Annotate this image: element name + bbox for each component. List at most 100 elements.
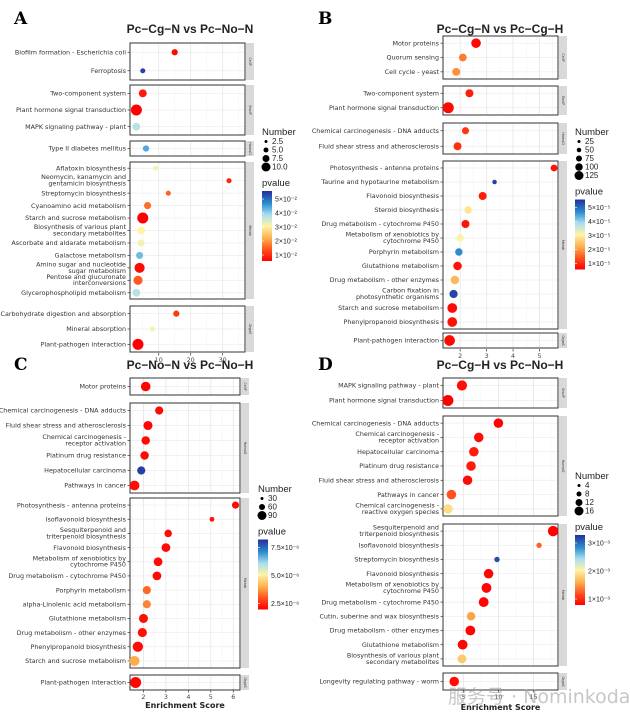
- size-legend-label: 100: [585, 163, 599, 172]
- facet-strip: [241, 498, 249, 668]
- facet-humad: HumaD Chemical carcinogenesis - DNA adduc…: [312, 122, 567, 155]
- size-legend-label: 7.5: [272, 154, 284, 163]
- term-label: Quorum sensing: [387, 54, 439, 62]
- color-bar-label: 3×10⁻³: [588, 541, 610, 548]
- data-point: [458, 53, 467, 62]
- term-label-line: sugar metabolism: [68, 267, 126, 275]
- data-point: [132, 122, 141, 131]
- term-label: Longevity regulating pathway - worm: [319, 678, 439, 686]
- panel-letter: B: [318, 9, 332, 29]
- facet-humad: HumaD Chemical carcinogenesis - DNA adduc…: [312, 415, 567, 517]
- data-point: [152, 571, 162, 581]
- data-point: [450, 275, 460, 285]
- term-label-line: receptor activation: [378, 436, 439, 444]
- term-label: Cyanoamino acid metabolism: [31, 202, 126, 210]
- facet-border: [442, 85, 559, 116]
- facet-background: [130, 403, 240, 493]
- x-tick-label: 3: [164, 693, 168, 701]
- color-legend-title: pvalue: [575, 187, 603, 198]
- facet-strip-label: CellP: [561, 53, 565, 61]
- term-label: Flavonoid biosynthesis: [366, 570, 439, 578]
- size-legend-key: [575, 499, 583, 506]
- data-point: [209, 516, 215, 522]
- data-point: [138, 613, 149, 623]
- facet-border: [442, 122, 559, 155]
- panel-c: C Pc−No−N vs Pc−No−H CellP Motor proteins Hu…: [0, 355, 299, 710]
- facet-strip: [246, 43, 254, 80]
- facet-background: [130, 498, 240, 668]
- term-label: Flavonoid biosynthesis: [53, 544, 126, 552]
- term-label: Pentose and glucuronate interconversions: [46, 273, 126, 287]
- term-label: Chemical carcinogenesis -receptor activa…: [42, 433, 126, 447]
- data-point: [138, 89, 147, 98]
- panel-title: Pc−No−N vs Pc−No−H: [127, 358, 254, 372]
- term-label-line: Chemical carcinogenesis -: [42, 433, 126, 441]
- term-label: Plant hormone signal transduction: [329, 397, 439, 405]
- term-label-line: Sesquiterpenoid and: [60, 526, 126, 534]
- size-legend-key: [263, 147, 269, 153]
- data-point: [464, 206, 472, 214]
- term-label: Metabolism of xenobiotics by cytochrome P…: [346, 580, 440, 594]
- color-bar-label: 7.5×10⁻⁶: [271, 545, 299, 552]
- color-legend-title: pvalue: [575, 522, 603, 533]
- facet-strip: [246, 85, 254, 135]
- data-point: [447, 317, 458, 327]
- data-point: [144, 202, 152, 210]
- size-legend-label: 50: [585, 146, 594, 155]
- facet-strip: [241, 675, 249, 690]
- color-bar-label: 5.0×10⁻⁶: [271, 573, 299, 580]
- term-label-line: Metabolism of xenobiotics by: [33, 554, 127, 562]
- term-label: Drug metabolism - other enzymes: [330, 627, 440, 635]
- term-label: Ferroptosis: [91, 67, 127, 75]
- data-point: [493, 418, 504, 428]
- panel-title: Pc−Cg−N vs Pc−Cg−H: [437, 22, 564, 36]
- data-point: [481, 582, 492, 593]
- watermark: 服务号 · Nominkoda: [448, 686, 630, 708]
- size-legend-key: [261, 162, 271, 172]
- x-tick-label: 3: [485, 352, 489, 360]
- term-label: Plant hormone signal transduction: [329, 104, 439, 112]
- data-point: [494, 556, 500, 563]
- data-point: [449, 289, 458, 299]
- term-label: Drug metabolism - cytochrome P450: [321, 220, 439, 228]
- data-point: [137, 212, 149, 224]
- term-label-line: triterpenoid biosynthesis: [359, 530, 439, 538]
- facet-background: [443, 86, 558, 115]
- panels-layer: A Pc−Cg−N vs Pc−No−N CellP Biofilm formatio…: [0, 9, 610, 712]
- term-label: Type II diabetes mellitus: [48, 145, 127, 153]
- color-bar-label: 5×10⁻²: [275, 197, 297, 204]
- term-label-line: Biosynthesis of various plant: [347, 651, 440, 659]
- facet-border: [442, 377, 559, 409]
- facet-strip: [559, 673, 567, 690]
- size-legend-key: [575, 163, 583, 171]
- term-label: Taurine and hypotaurine metabolism: [320, 178, 439, 186]
- term-label: Plant hormone signal transduction: [16, 106, 126, 114]
- x-tick-label: 4: [186, 693, 190, 701]
- color-bar-label: 1×10⁻³: [588, 597, 610, 604]
- facet-border: [442, 160, 559, 330]
- data-point: [137, 466, 146, 475]
- facet-strip-label: Metab: [248, 225, 252, 236]
- data-point: [129, 480, 140, 491]
- facet-metab: Metab Sesquiterpenoid and triterpenoid bio…: [319, 523, 567, 667]
- term-label-line: interconversions: [73, 279, 127, 287]
- facet-strip: [559, 123, 567, 154]
- data-point: [153, 557, 163, 567]
- facet-envip: EnvIP Two-component system Plant hormone s…: [16, 84, 254, 136]
- size-legend-label: 16: [585, 507, 594, 516]
- data-point: [466, 461, 476, 471]
- data-point: [461, 220, 470, 228]
- size-legend-label: 125: [585, 171, 599, 180]
- term-label: Isoflavonoid biosynthesis: [46, 515, 127, 523]
- term-label: Metabolism of xenobiotics by cytochrome P…: [346, 231, 440, 245]
- facet-strip: [246, 306, 254, 352]
- term-label: Biosynthesis of various plant secondary m…: [34, 223, 127, 237]
- term-label: MAPK signaling pathway - plant: [25, 123, 126, 131]
- facet-envip: EnvIP MAPK signaling pathway - plant Plant…: [329, 377, 567, 409]
- term-label-line: Metabolism of xenobiotics by: [346, 231, 440, 239]
- term-label-line: cytochrome P450: [383, 587, 439, 595]
- x-axis-title: Enrichment Score: [461, 703, 541, 712]
- color-bar: [575, 199, 585, 270]
